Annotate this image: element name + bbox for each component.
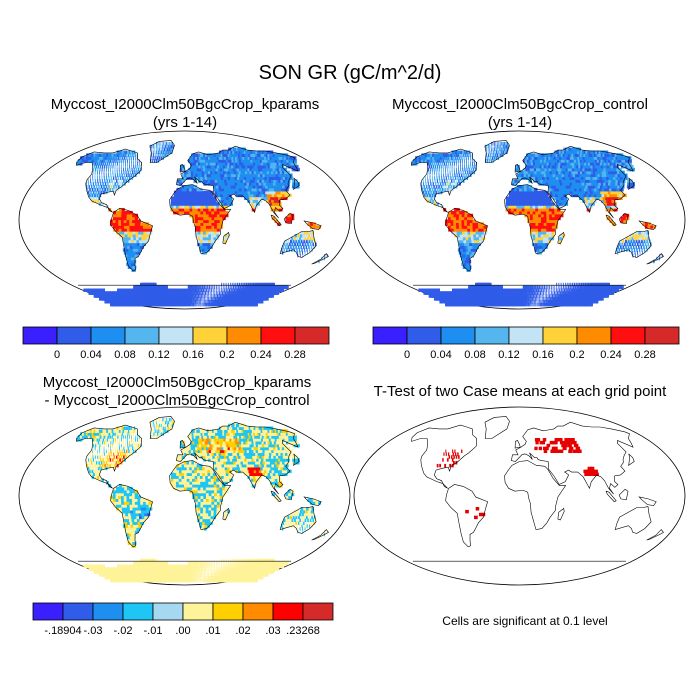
colorbar-tick-label: .23268 xyxy=(286,625,320,637)
colorbar-tick-label: 0.28 xyxy=(634,349,655,361)
panel-title-ttest-line1: T-Test of two Case means at each grid po… xyxy=(373,383,667,400)
colorbar-box xyxy=(294,326,330,345)
colorbar-box xyxy=(226,326,262,345)
colorbar-box xyxy=(92,602,124,621)
colorbar-box xyxy=(272,602,304,621)
land-cells xyxy=(436,438,599,520)
significance-note: Cells are significant at 0.1 level xyxy=(442,614,608,628)
colorbar-box xyxy=(182,602,214,621)
colorbar-box xyxy=(440,326,476,345)
colorbar-tick-label: 0.16 xyxy=(532,349,553,361)
colorbar-tick-label: 0.2 xyxy=(219,349,234,361)
panel-title-control-line1: Myccost_I2000Clm50BgcCrop_control xyxy=(392,96,648,113)
map-ttest xyxy=(353,406,686,586)
coastlines xyxy=(76,416,329,562)
colorbar-box xyxy=(508,326,544,345)
colorbar-box xyxy=(124,326,160,345)
colorbar-tick-label: 0.04 xyxy=(430,349,451,361)
colorbar-box xyxy=(242,602,274,621)
colorbar-tick-label: .03 xyxy=(265,625,280,637)
panel-title-difference-line1: Myccost_I2000Clm50BgcCrop_kparams xyxy=(42,374,312,391)
map-frame xyxy=(18,406,351,586)
colorbar-box xyxy=(302,602,334,621)
colorbar-box xyxy=(474,326,510,345)
colorbar-difference: -.18904 -.03 -.02 -.01 .00 .01 .02 .03 .23268 xyxy=(32,602,334,637)
colorbar-tick-label: 0.12 xyxy=(498,349,519,361)
colorbar-tick-label: 0.08 xyxy=(114,349,135,361)
panel-title-kparams-line2: (yrs 1-14) xyxy=(152,114,218,131)
panel-title-control-line2: (yrs 1-14) xyxy=(487,114,553,131)
colorbar-kparams: 0 0.04 0.08 0.12 0.16 0.2 0.24 0.28 xyxy=(22,326,330,361)
map-control xyxy=(353,130,686,310)
colorbar-box xyxy=(372,326,408,345)
land-cells xyxy=(411,141,663,307)
colorbar-tick-label: -.01 xyxy=(144,625,163,637)
colorbar-box xyxy=(122,602,154,621)
colorbar-box xyxy=(542,326,578,345)
colorbar-box xyxy=(90,326,126,345)
colorbar-tick-label: 0.28 xyxy=(284,349,305,361)
colorbar-box xyxy=(158,326,194,345)
map-frame xyxy=(353,406,686,586)
map-kparams xyxy=(18,130,351,310)
colorbar-tick-label: .00 xyxy=(175,625,190,637)
colorbar-tick-label: 0.08 xyxy=(464,349,485,361)
colorbar-tick-label: 0.24 xyxy=(600,349,621,361)
colorbar-box xyxy=(22,326,58,345)
colorbar-box xyxy=(610,326,646,345)
colorbar-tick-label: 0.24 xyxy=(250,349,271,361)
land-cells xyxy=(76,417,328,583)
map-difference xyxy=(18,406,351,586)
panel-title-ttest: T-Test of two Case means at each grid po… xyxy=(355,383,685,401)
colorbar-box xyxy=(212,602,244,621)
colorbar-tick-label: 0.2 xyxy=(569,349,584,361)
colorbar-tick-label: 0 xyxy=(404,349,410,361)
map-frame xyxy=(353,130,686,310)
colorbar-control: 0 0.04 0.08 0.12 0.16 0.2 0.24 0.28 xyxy=(372,326,680,361)
colorbar-tick-label: 0 xyxy=(54,349,60,361)
map-frame xyxy=(18,130,351,310)
colorbar-tick-label: .01 xyxy=(205,625,220,637)
panel-title-kparams-line1: Myccost_I2000Clm50BgcCrop_kparams xyxy=(50,96,320,113)
colorbar-tick-label: .02 xyxy=(235,625,250,637)
colorbar-box xyxy=(32,602,64,621)
colorbar-box xyxy=(644,326,680,345)
colorbar-box xyxy=(192,326,228,345)
colorbar-box xyxy=(56,326,92,345)
colorbar-tick-label: -.03 xyxy=(84,625,103,637)
coastlines xyxy=(411,416,664,562)
colorbar-tick-label: -.18904 xyxy=(44,625,81,637)
panel-title-control: Myccost_I2000Clm50BgcCrop_control (yrs 1… xyxy=(355,96,685,132)
panel-title-difference: Myccost_I2000Clm50BgcCrop_kparams - Mycc… xyxy=(12,374,342,410)
panel-title-kparams: Myccost_I2000Clm50BgcCrop_kparams (yrs 1… xyxy=(20,96,350,132)
colorbar-tick-label: -.02 xyxy=(114,625,133,637)
colorbar-tick-label: 0.12 xyxy=(148,349,169,361)
colorbar-box xyxy=(260,326,296,345)
colorbar-tick-label: 0.16 xyxy=(182,349,203,361)
panel-title-difference-line2: - Myccost_I2000Clm50BgcCrop_control xyxy=(44,392,310,409)
colorbar-box xyxy=(406,326,442,345)
colorbar-box xyxy=(62,602,94,621)
colorbar-box xyxy=(576,326,612,345)
figure-title: SON GR (gC/m^2/d) xyxy=(258,62,442,84)
coastlines xyxy=(411,140,664,286)
colorbar-box xyxy=(152,602,184,621)
colorbar-tick-label: 0.04 xyxy=(80,349,101,361)
coastlines xyxy=(76,140,329,286)
